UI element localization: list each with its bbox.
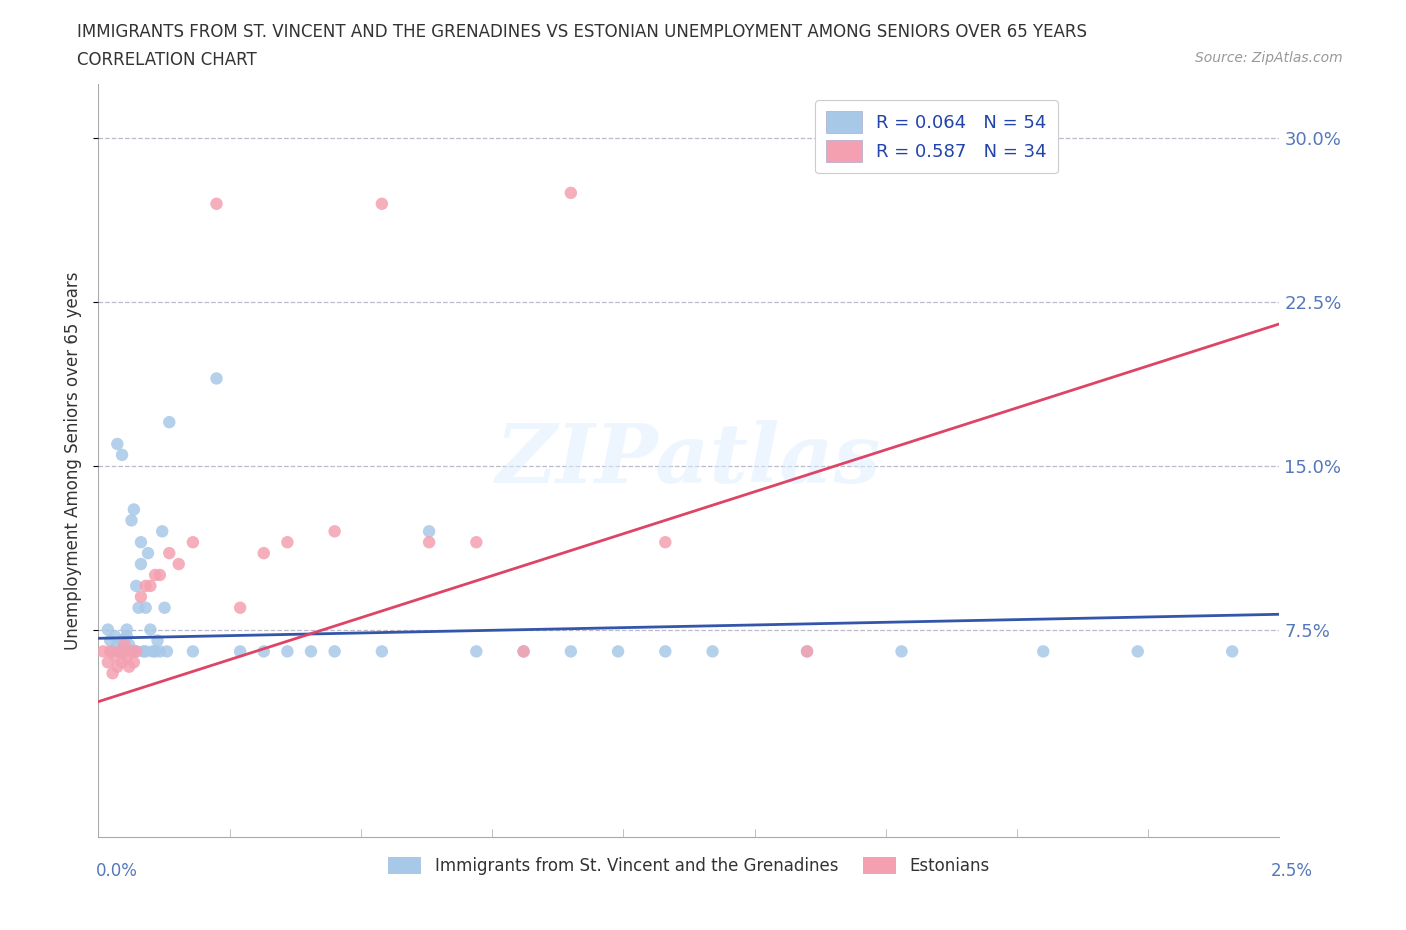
Point [136,546,159,561]
Point [418,535,440,550]
Point [125,644,148,658]
Point [181,535,204,550]
Point [146,633,169,648]
Point [97,655,120,670]
Point [167,557,190,572]
Point [98,633,121,648]
Point [104,629,127,644]
Point [149,644,172,658]
Point [153,600,176,615]
Point [111,655,134,670]
Point [129,557,152,572]
Point [654,644,676,658]
Point [253,546,276,561]
Point [129,590,152,604]
Point [118,659,141,674]
Point [796,644,818,658]
Point [229,644,252,658]
Point [104,648,127,663]
Point [157,546,180,561]
Point [139,578,162,593]
Point [115,650,138,665]
Legend: Immigrants from St. Vincent and the Grenadines, Estonians: Immigrants from St. Vincent and the Gren… [381,850,997,882]
Point [111,633,134,648]
Point [108,644,131,658]
Point [323,644,346,658]
Point [512,644,534,658]
Point [276,644,298,658]
Point [323,524,346,538]
Point [122,644,145,658]
Point [890,644,912,658]
Point [132,644,155,658]
Point [115,622,138,637]
Point [512,644,534,658]
Point [135,644,157,658]
Point [157,415,180,430]
Point [135,578,157,593]
Point [121,644,143,658]
Text: ZIPatlas: ZIPatlas [496,420,882,500]
Point [112,637,135,652]
Point [299,644,322,658]
Point [150,524,173,538]
Point [105,637,128,652]
Point [1220,644,1243,658]
Point [1032,644,1054,658]
Point [105,659,128,674]
Point [128,600,150,615]
Point [101,644,124,658]
Point [156,644,179,658]
Point [143,567,166,582]
Point [465,535,488,550]
Point [122,502,145,517]
Text: CORRELATION CHART: CORRELATION CHART [77,51,257,69]
Point [105,436,128,451]
Point [125,644,148,658]
Point [253,644,276,658]
Point [112,644,135,658]
Point [139,622,162,637]
Point [135,600,157,615]
Text: Source: ZipAtlas.com: Source: ZipAtlas.com [1195,51,1343,65]
Point [122,655,145,670]
Point [560,644,582,658]
Point [111,447,134,462]
Point [796,644,818,658]
Point [276,535,298,550]
Point [118,637,141,652]
Point [101,666,124,681]
Point [418,524,440,538]
Point [91,644,114,658]
Point [560,185,582,200]
Text: 2.5%: 2.5% [1271,862,1313,880]
Point [205,371,228,386]
Point [98,644,121,658]
Point [654,535,676,550]
Point [108,644,131,658]
Point [465,644,488,658]
Text: IMMIGRANTS FROM ST. VINCENT AND THE GRENADINES VS ESTONIAN UNEMPLOYMENT AMONG SE: IMMIGRANTS FROM ST. VINCENT AND THE GREN… [77,23,1087,41]
Text: 0.0%: 0.0% [96,862,138,880]
Point [205,196,228,211]
Point [702,644,724,658]
Point [121,513,143,528]
Point [129,535,152,550]
Point [181,644,204,658]
Y-axis label: Unemployment Among Seniors over 65 years: Unemployment Among Seniors over 65 years [65,272,83,649]
Point [125,578,148,593]
Point [371,196,394,211]
Point [149,567,172,582]
Point [1126,644,1149,658]
Point [371,644,394,658]
Point [607,644,630,658]
Point [229,600,252,615]
Point [115,629,138,644]
Point [97,622,120,637]
Point [143,644,166,658]
Point [142,644,165,658]
